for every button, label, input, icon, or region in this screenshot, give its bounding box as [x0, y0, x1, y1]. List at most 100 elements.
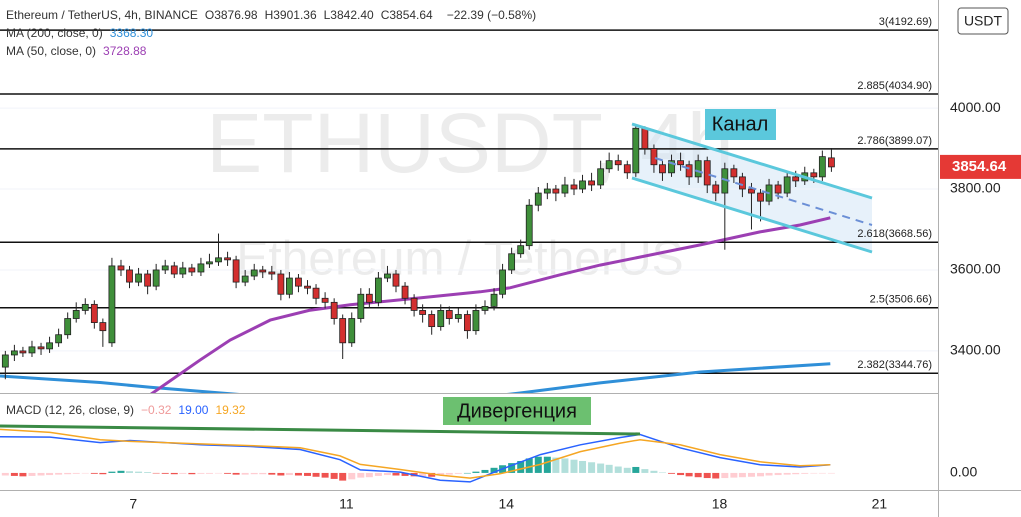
candle-body: [232, 259, 240, 283]
candle-body: [517, 245, 525, 255]
histogram-bar: [490, 467, 498, 473]
ohlc-label: O3876.98: [204, 8, 258, 22]
histogram-bar: [827, 472, 835, 474]
candle-body: [348, 318, 356, 344]
histogram-bar: [392, 472, 400, 476]
x-tick-label: 18: [712, 496, 728, 512]
candle-body: [72, 310, 80, 319]
candle-body: [703, 160, 711, 186]
candle-body: [126, 269, 133, 283]
candle-body: [552, 188, 560, 194]
ma-name: MA (200, close, 0): [6, 26, 103, 40]
histogram-bar: [588, 462, 596, 473]
histogram-bar: [801, 472, 809, 474]
candle-body: [748, 188, 755, 194]
histogram-bar: [721, 472, 729, 479]
macd-value: 19.00: [178, 403, 209, 417]
annotation-box: [443, 397, 591, 425]
candle-body: [357, 293, 365, 319]
ma-value: 3728.88: [103, 44, 147, 58]
candle-body: [161, 265, 169, 271]
histogram-label: −0.32: [141, 403, 172, 417]
histogram-bar: [757, 472, 765, 477]
histogram-bar: [774, 472, 782, 476]
histogram-bar: [90, 472, 98, 474]
histogram-bar: [401, 472, 409, 476]
histogram-bar: [685, 472, 693, 477]
candle-body: [268, 271, 276, 275]
candle-body: [81, 303, 89, 311]
ohlc: O3876.98 H3901.36 L3842.40 C3854.64: [205, 8, 440, 22]
candle-body: [730, 168, 738, 178]
price-tag-label: 3854.64: [952, 158, 1007, 175]
candle-body: [464, 314, 471, 332]
candle-body: [304, 285, 311, 289]
histogram-bar: [64, 472, 72, 475]
histogram-bar: [445, 472, 453, 475]
candle-body: [828, 157, 835, 168]
histogram-bar: [747, 472, 755, 477]
histogram-bar: [188, 472, 196, 475]
ma-legend-row: MA (50, close, 0) 3728.88: [6, 44, 543, 58]
histogram-bar: [46, 472, 54, 476]
x-tick-label: 7: [129, 496, 137, 512]
y-tick-label: 0.00: [950, 464, 977, 480]
histogram-bar: [144, 472, 152, 473]
annotation: Дивергенция: [457, 400, 577, 422]
candle-body: [392, 273, 400, 287]
candle-body: [525, 204, 533, 247]
candle-body: [810, 172, 818, 178]
candle-body: [19, 350, 27, 354]
candle-body: [694, 160, 702, 178]
candle-body: [632, 127, 640, 174]
divergence-line: [0, 424, 641, 436]
histogram-bar: [161, 472, 169, 474]
channel-mid: [654, 157, 873, 226]
candle-body: [597, 168, 605, 186]
histogram-bar: [179, 472, 187, 474]
candle-body: [668, 160, 675, 174]
macd-title: MACD (12, 26, close, 9): [6, 403, 135, 417]
histogram-bar: [703, 472, 711, 479]
macd-value: 19.32: [215, 403, 246, 417]
histogram-bar: [10, 472, 18, 476]
candle-body: [259, 269, 267, 273]
candle-body: [614, 160, 622, 166]
candle-body: [757, 192, 764, 202]
histogram-bar: [552, 457, 560, 473]
candle-body: [99, 322, 107, 332]
fib-label: 2.382(3344.76): [857, 359, 932, 371]
x-tick-label: 14: [499, 496, 515, 512]
histogram-bar: [623, 467, 631, 473]
macd-legend: MACD (12, 26, close, 9) −0.32 19.00 19.32: [6, 403, 252, 417]
histogram-bar: [108, 471, 116, 473]
moving-average: [0, 362, 831, 393]
candle-body: [339, 318, 347, 344]
histogram-bar: [357, 472, 365, 478]
candle-body: [374, 277, 382, 303]
histogram-bar: [463, 472, 471, 474]
candle-body: [472, 310, 480, 332]
histogram-bar: [126, 471, 134, 473]
price-tag: [940, 154, 1021, 179]
histogram-bar: [28, 472, 36, 476]
histogram-bar: [428, 472, 436, 477]
candle-body: [206, 261, 213, 265]
histogram-bar: [197, 472, 205, 474]
candle-body: [490, 293, 498, 307]
candle-body: [197, 263, 205, 273]
candle-body: [774, 184, 782, 194]
candle-body: [534, 192, 542, 206]
ma-value: 3368.30: [109, 26, 154, 40]
header: Ethereum / TetherUS, 4h, BINANCE O3876.98…: [6, 8, 543, 58]
candle-body: [117, 265, 125, 271]
candle-body: [818, 156, 826, 178]
histogram-bar: [694, 472, 702, 478]
histogram-bar: [668, 472, 676, 474]
candle-body: [419, 310, 427, 315]
candle-body: [144, 273, 152, 287]
candle-body: [605, 160, 613, 170]
x-tick-label: 21: [872, 496, 888, 512]
histogram-bar: [277, 472, 285, 476]
